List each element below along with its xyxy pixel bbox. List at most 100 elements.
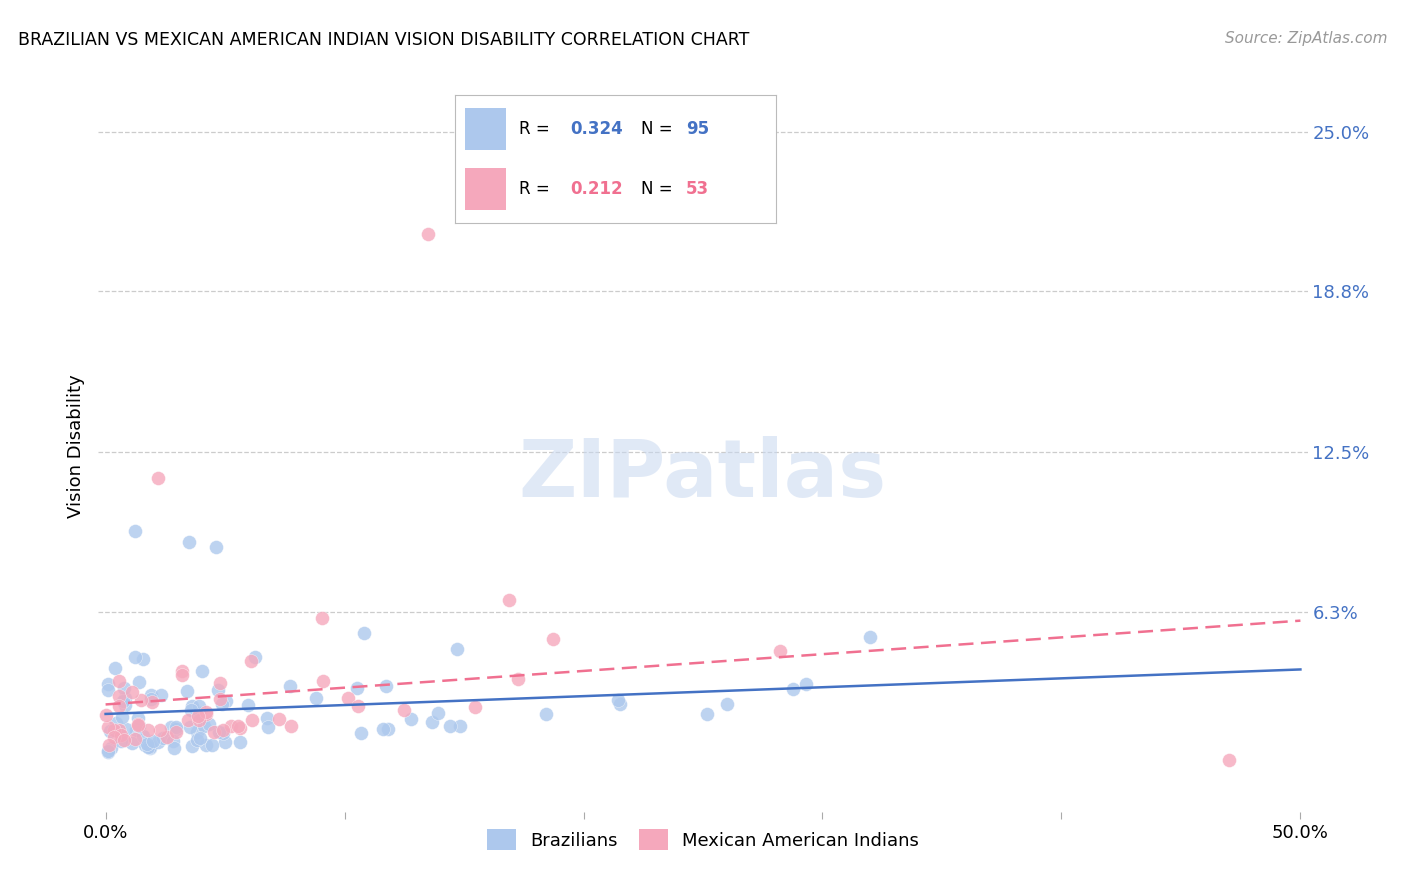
Point — [208, 725, 231, 739]
Point — [98, 723, 121, 738]
Point — [392, 702, 415, 716]
Point — [198, 717, 221, 731]
Point — [97, 677, 120, 691]
Point — [129, 692, 152, 706]
Point — [311, 610, 333, 624]
Point — [374, 679, 396, 693]
Point — [128, 674, 150, 689]
Point — [103, 723, 125, 737]
Point — [149, 723, 172, 738]
Point — [148, 735, 170, 749]
Point — [127, 710, 149, 724]
Point — [498, 593, 520, 607]
Point — [139, 688, 162, 702]
Point — [716, 698, 738, 712]
Point — [141, 692, 163, 706]
Point — [107, 673, 129, 688]
Point — [97, 744, 120, 758]
Point — [127, 717, 149, 731]
Point — [112, 681, 135, 696]
Point — [139, 741, 162, 756]
Point — [769, 644, 792, 658]
Point — [107, 689, 129, 703]
Point — [139, 739, 162, 754]
Point — [146, 471, 169, 485]
Point — [111, 694, 134, 708]
Point — [97, 682, 120, 697]
Point — [98, 738, 121, 752]
Text: BRAZILIAN VS MEXICAN AMERICAN INDIAN VISION DISABILITY CORRELATION CHART: BRAZILIAN VS MEXICAN AMERICAN INDIAN VIS… — [18, 31, 749, 49]
Point — [134, 738, 156, 752]
Point — [347, 698, 370, 713]
Point — [179, 535, 201, 549]
Point — [238, 698, 260, 712]
Point — [202, 724, 225, 739]
Point — [181, 739, 204, 753]
Point — [104, 661, 127, 675]
Point — [128, 719, 150, 733]
Point — [207, 683, 229, 698]
Point — [794, 676, 817, 690]
Point — [195, 706, 218, 720]
Point — [181, 698, 204, 713]
Point — [114, 691, 136, 706]
Point — [782, 682, 804, 697]
Point — [179, 720, 201, 734]
Point — [188, 698, 211, 713]
Point — [377, 723, 399, 737]
Point — [132, 729, 155, 743]
Point — [97, 720, 120, 734]
Point — [97, 745, 120, 759]
Point — [180, 703, 202, 717]
Point — [191, 664, 214, 678]
Point — [103, 731, 125, 745]
Point — [267, 712, 290, 726]
Point — [110, 734, 132, 748]
Point — [373, 723, 395, 737]
Text: ZIPatlas: ZIPatlas — [519, 436, 887, 515]
Point — [280, 719, 302, 733]
Point — [859, 630, 882, 644]
Point — [186, 733, 208, 747]
Point — [165, 722, 187, 736]
Text: Source: ZipAtlas.com: Source: ZipAtlas.com — [1225, 31, 1388, 46]
Point — [606, 693, 628, 707]
Point — [110, 728, 132, 742]
Point — [193, 719, 215, 733]
Point — [399, 713, 422, 727]
Point — [226, 719, 249, 733]
Point — [209, 692, 232, 706]
Point — [349, 725, 371, 739]
Point — [124, 723, 146, 738]
Point — [136, 723, 159, 738]
Point — [257, 720, 280, 734]
Point — [186, 724, 208, 739]
Point — [94, 708, 117, 723]
Point — [132, 652, 155, 666]
Point — [204, 541, 226, 555]
Point — [229, 735, 252, 749]
Point — [243, 650, 266, 665]
Point — [215, 693, 238, 707]
Point — [426, 706, 449, 720]
Point — [219, 719, 242, 733]
Point — [1218, 753, 1240, 767]
Point — [312, 673, 335, 688]
Point — [187, 709, 209, 723]
Point — [176, 713, 198, 727]
Point — [201, 738, 224, 752]
Point — [162, 734, 184, 748]
Point — [165, 724, 187, 739]
Point — [136, 739, 159, 754]
Point — [150, 688, 173, 702]
Point — [170, 667, 193, 681]
Point — [464, 700, 486, 714]
Point — [506, 673, 529, 687]
Point — [152, 731, 174, 745]
Point — [240, 713, 263, 727]
Point — [229, 721, 252, 735]
Point — [112, 733, 135, 747]
Point — [176, 684, 198, 698]
Point — [446, 641, 468, 656]
Point — [239, 654, 262, 668]
